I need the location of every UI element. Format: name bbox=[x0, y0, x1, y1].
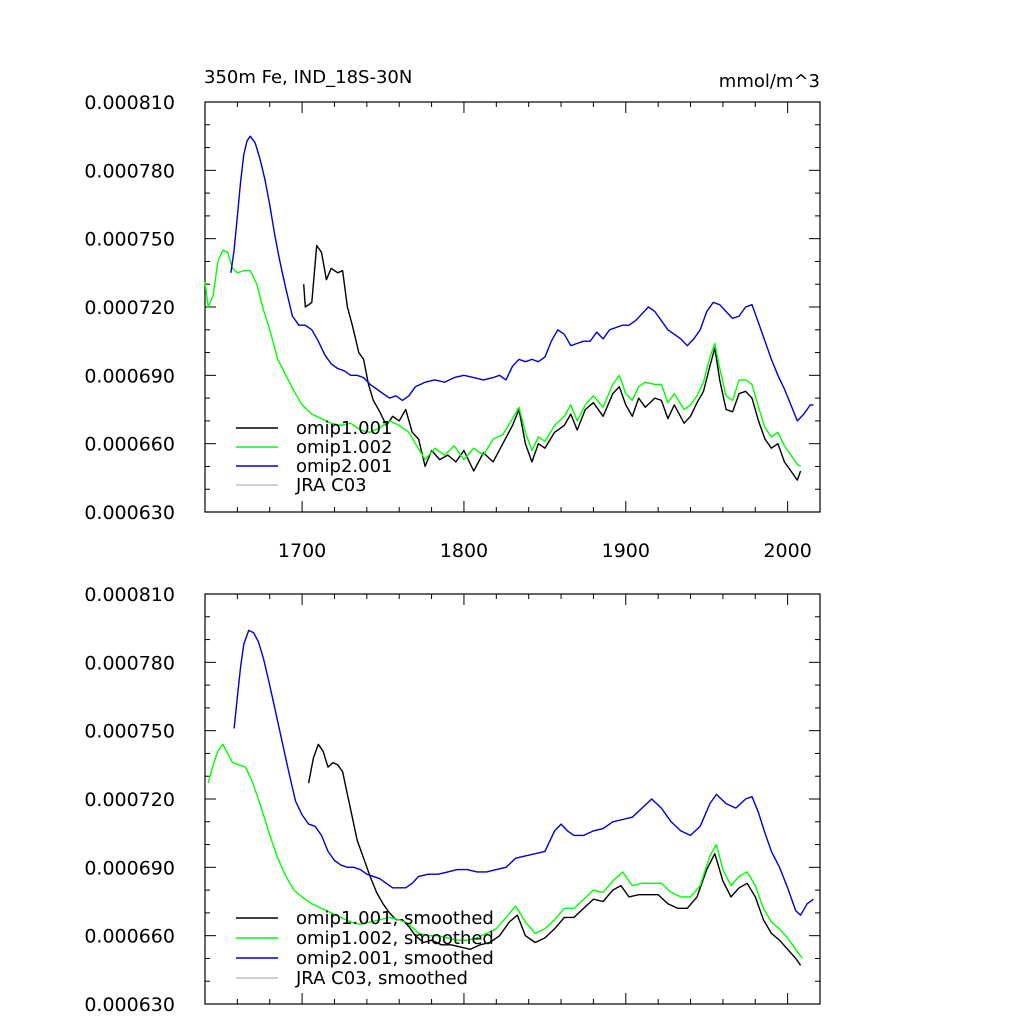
y-tick-label: 0.000690 bbox=[84, 857, 175, 879]
x-tick-label: 1800 bbox=[440, 540, 488, 562]
y-tick-label: 0.000660 bbox=[84, 926, 175, 948]
units-label: mmol/m^3 bbox=[719, 71, 820, 92]
x-tick-label: 2000 bbox=[763, 540, 811, 562]
chart-title: 350m Fe, IND_18S-30N bbox=[204, 67, 412, 88]
y-tick-label: 0.000660 bbox=[84, 434, 175, 456]
y-tick-label: 0.000750 bbox=[84, 721, 175, 743]
series-line-omip1-002-smoothed bbox=[207, 743, 803, 959]
legend-label: JRA C03, smoothed bbox=[295, 968, 468, 989]
y-tick-label: 0.000780 bbox=[84, 652, 175, 674]
y-tick-label: 0.000750 bbox=[84, 229, 175, 251]
series-line-omip1-002 bbox=[204, 249, 801, 467]
y-tick-label: 0.000690 bbox=[84, 365, 175, 387]
y-tick-label: 0.000810 bbox=[84, 92, 175, 114]
series-line-omip2-001-smoothed bbox=[233, 629, 814, 916]
series-line-omip1-001 bbox=[303, 244, 802, 481]
legend-label: omip1.002 bbox=[296, 437, 393, 458]
legend-label: omip1.001 bbox=[296, 418, 393, 439]
y-tick-label: 0.000780 bbox=[84, 160, 175, 182]
y-tick-label: 0.000630 bbox=[84, 994, 175, 1016]
series-line-omip2-001 bbox=[230, 135, 814, 422]
x-tick-label: 1900 bbox=[602, 540, 650, 562]
series-line-omip1-001-smoothed bbox=[307, 743, 802, 966]
y-tick-label: 0.000810 bbox=[84, 584, 175, 606]
y-tick-label: 0.000720 bbox=[84, 297, 175, 319]
y-tick-label: 0.000630 bbox=[84, 502, 175, 524]
legend-label: omip2.001 bbox=[296, 456, 393, 477]
legend-label: omip1.001, smoothed bbox=[296, 908, 494, 929]
bottom-panel: 0.000630 0.000660 0.000690 0.000720 0.000750… bbox=[84, 584, 821, 1016]
x-tick-label: 1700 bbox=[278, 540, 326, 562]
legend-label: omip2.001, smoothed bbox=[296, 948, 494, 969]
legend-label: JRA C03 bbox=[295, 475, 367, 496]
y-tick-label: 0.000720 bbox=[84, 789, 175, 811]
top-panel: 1700 1800 1900 2000 0.000630 0.000660 0.000690… bbox=[84, 92, 821, 562]
legend-label: omip1.002, smoothed bbox=[296, 928, 494, 949]
